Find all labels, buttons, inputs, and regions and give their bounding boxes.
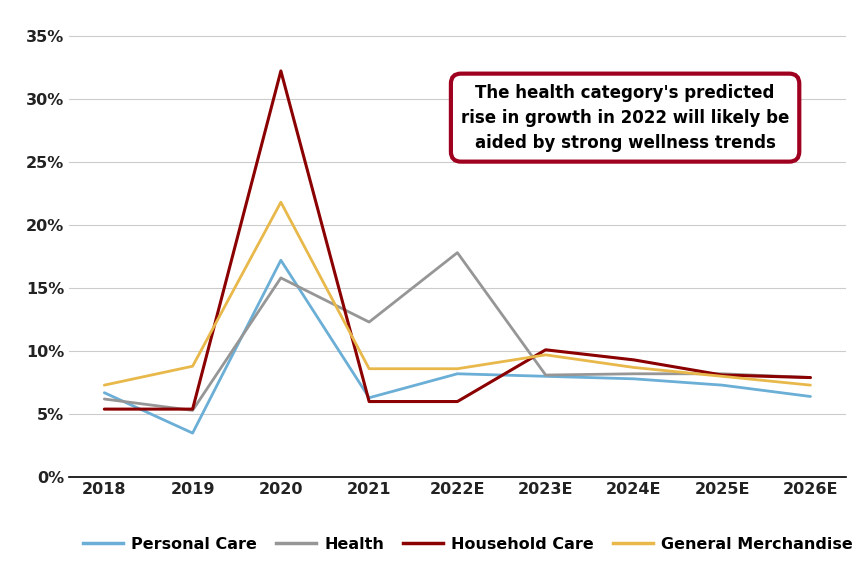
General Merchandise (364, 365, 375, 372)
Personal Care (540, 373, 551, 380)
Personal Care (629, 375, 639, 382)
Health (629, 370, 639, 377)
Personal Care (187, 430, 198, 436)
General Merchandise (805, 382, 816, 389)
General Merchandise (452, 365, 463, 372)
Personal Care (717, 382, 728, 389)
Health (99, 396, 110, 402)
Text: The health category's predicted
rise in growth in 2022 will likely be
aided by s: The health category's predicted rise in … (461, 83, 790, 152)
Personal Care (364, 394, 375, 401)
Line: General Merchandise: General Merchandise (104, 202, 810, 385)
Health (805, 374, 816, 381)
Health (187, 407, 198, 414)
Health (275, 274, 286, 281)
Household Care (629, 356, 639, 363)
Household Care (452, 398, 463, 405)
Household Care (187, 406, 198, 413)
General Merchandise (540, 351, 551, 358)
Health (364, 319, 375, 325)
Health (717, 370, 728, 377)
General Merchandise (187, 363, 198, 370)
Line: Household Care: Household Care (104, 71, 810, 409)
Personal Care (805, 393, 816, 400)
Legend: Personal Care, Health, Household Care, General Merchandise: Personal Care, Health, Household Care, G… (77, 531, 860, 558)
Line: Personal Care: Personal Care (104, 260, 810, 433)
Health (540, 371, 551, 378)
General Merchandise (99, 382, 110, 389)
Personal Care (99, 389, 110, 396)
General Merchandise (717, 373, 728, 380)
Household Care (717, 371, 728, 378)
General Merchandise (275, 199, 286, 206)
Household Care (364, 398, 375, 405)
Household Care (540, 346, 551, 353)
Household Care (275, 67, 286, 74)
Personal Care (275, 257, 286, 264)
Personal Care (452, 370, 463, 377)
Health (452, 249, 463, 256)
Household Care (99, 406, 110, 413)
General Merchandise (629, 364, 639, 371)
Line: Health: Health (104, 252, 810, 411)
Household Care (805, 374, 816, 381)
